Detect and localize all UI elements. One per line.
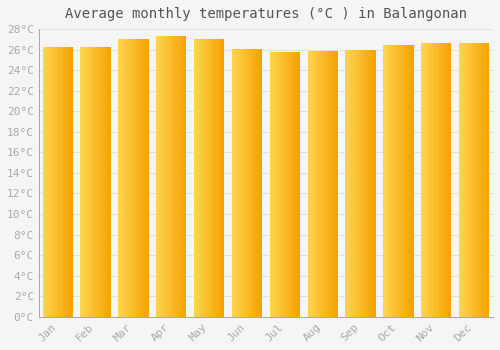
- Title: Average monthly temperatures (°C ) in Balangonan: Average monthly temperatures (°C ) in Ba…: [65, 7, 467, 21]
